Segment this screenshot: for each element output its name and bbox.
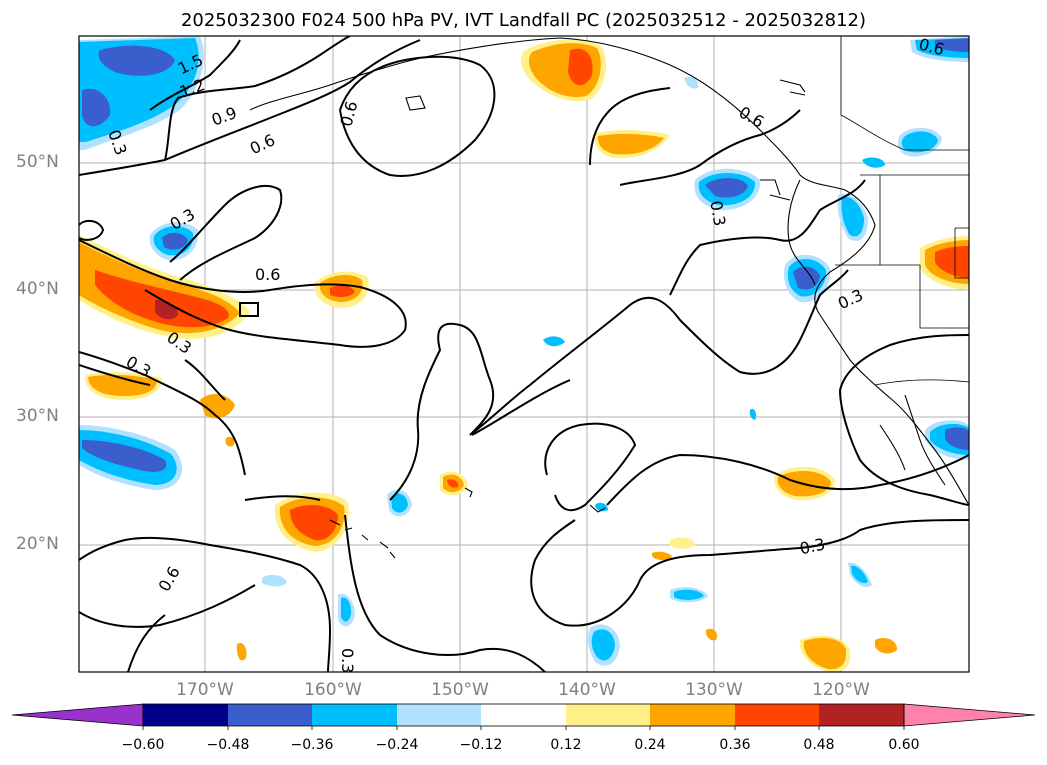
lon-label: 160°W bbox=[304, 680, 362, 700]
contour-label: 0.6 bbox=[255, 265, 280, 284]
colorbar-bin bbox=[481, 704, 566, 726]
lat-label: 30°N bbox=[16, 406, 59, 426]
pv-contours bbox=[79, 36, 969, 672]
lon-label: 120°W bbox=[812, 680, 870, 700]
political-borders bbox=[835, 36, 969, 386]
colorbar-bin bbox=[397, 704, 481, 726]
colorbar-bin bbox=[312, 704, 397, 726]
lon-label: 140°W bbox=[558, 680, 616, 700]
colorbar-tick-label: −0.48 bbox=[206, 737, 250, 753]
lon-label: 170°W bbox=[176, 680, 234, 700]
colorbar-tick-label: 0.36 bbox=[719, 737, 751, 753]
colorbar-tick-label: −0.12 bbox=[459, 737, 503, 753]
lat-label: 20°N bbox=[16, 534, 59, 554]
colorbar-bin bbox=[819, 704, 904, 726]
map-area bbox=[79, 36, 969, 672]
lat-label: 40°N bbox=[16, 279, 59, 299]
colorbar-bin bbox=[735, 704, 819, 726]
colorbar-extend-max bbox=[903, 703, 1036, 727]
lon-label: 150°W bbox=[431, 680, 489, 700]
colorbar-tick-label: −0.36 bbox=[290, 737, 334, 753]
coastlines bbox=[249, 37, 969, 559]
positive-anomaly-patches bbox=[79, 39, 969, 672]
colorbar-bin bbox=[650, 704, 735, 726]
negative-anomaly-patches bbox=[79, 36, 969, 666]
map-frame bbox=[78, 35, 970, 673]
contour-label: 0.3 bbox=[338, 648, 357, 673]
graticule bbox=[79, 36, 969, 672]
contour-label: 0.3 bbox=[798, 534, 827, 558]
contour-label: 0.3 bbox=[706, 199, 729, 227]
colorbar-tick-label: −0.60 bbox=[121, 737, 165, 753]
colorbar-bin bbox=[143, 704, 228, 726]
colorbar-tick-label: 0.24 bbox=[634, 737, 666, 753]
colorbar-tick-label: 0.48 bbox=[803, 737, 835, 753]
map-title: 2025032300 F024 500 hPa PV, IVT Landfall… bbox=[180, 10, 867, 31]
colorbar-bin bbox=[566, 704, 650, 726]
colorbar-extend-min bbox=[11, 703, 144, 727]
colorbar-tick-label: 0.12 bbox=[550, 737, 582, 753]
colorbar-tick-label: 0.60 bbox=[888, 737, 920, 753]
lat-label: 50°N bbox=[16, 152, 59, 172]
lon-label: 130°W bbox=[685, 680, 743, 700]
colorbar bbox=[11, 703, 1036, 730]
colorbar-tick-label: −0.24 bbox=[375, 737, 419, 753]
colorbar-bin bbox=[228, 704, 312, 726]
